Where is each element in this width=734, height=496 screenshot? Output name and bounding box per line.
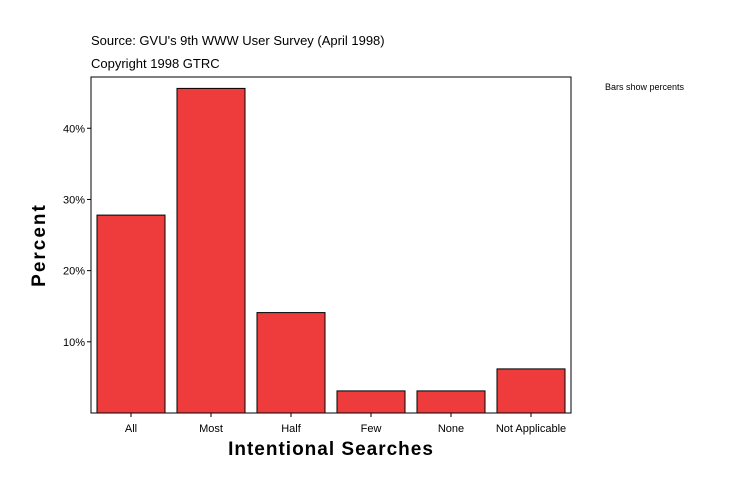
bar-most bbox=[176, 87, 246, 414]
y-axis: 10% 20% 30% 40% bbox=[63, 123, 91, 349]
plot-area bbox=[90, 76, 572, 414]
y-tick-label: 40% bbox=[63, 123, 85, 135]
x-tick-label: None bbox=[438, 423, 464, 435]
bar-all bbox=[96, 214, 166, 414]
bar-few bbox=[336, 390, 406, 414]
bar-half bbox=[256, 312, 326, 414]
bar-none bbox=[416, 390, 486, 414]
bar-not-applicable bbox=[496, 368, 566, 414]
x-tick-label: Not Applicable bbox=[496, 423, 566, 435]
y-tick-label: 10% bbox=[63, 337, 85, 349]
x-tick-label: Few bbox=[361, 423, 382, 435]
y-axis-label: Percent bbox=[29, 203, 50, 287]
chart-note: Bars show percents bbox=[605, 82, 685, 92]
y-tick-label: 30% bbox=[63, 194, 85, 206]
x-tick-label: All bbox=[125, 423, 137, 435]
chart-copyright: Copyright 1998 GTRC bbox=[91, 56, 220, 71]
x-axis-label: Intentional Searches bbox=[228, 439, 434, 460]
bars-group bbox=[96, 87, 566, 414]
x-tick-label: Half bbox=[281, 423, 302, 435]
x-axis: All Most Half Few None Not Applicable bbox=[125, 413, 566, 435]
x-tick-label: Most bbox=[199, 423, 223, 435]
chart-source: Source: GVU's 9th WWW User Survey (April… bbox=[91, 33, 385, 48]
y-tick-label: 20% bbox=[63, 266, 85, 278]
